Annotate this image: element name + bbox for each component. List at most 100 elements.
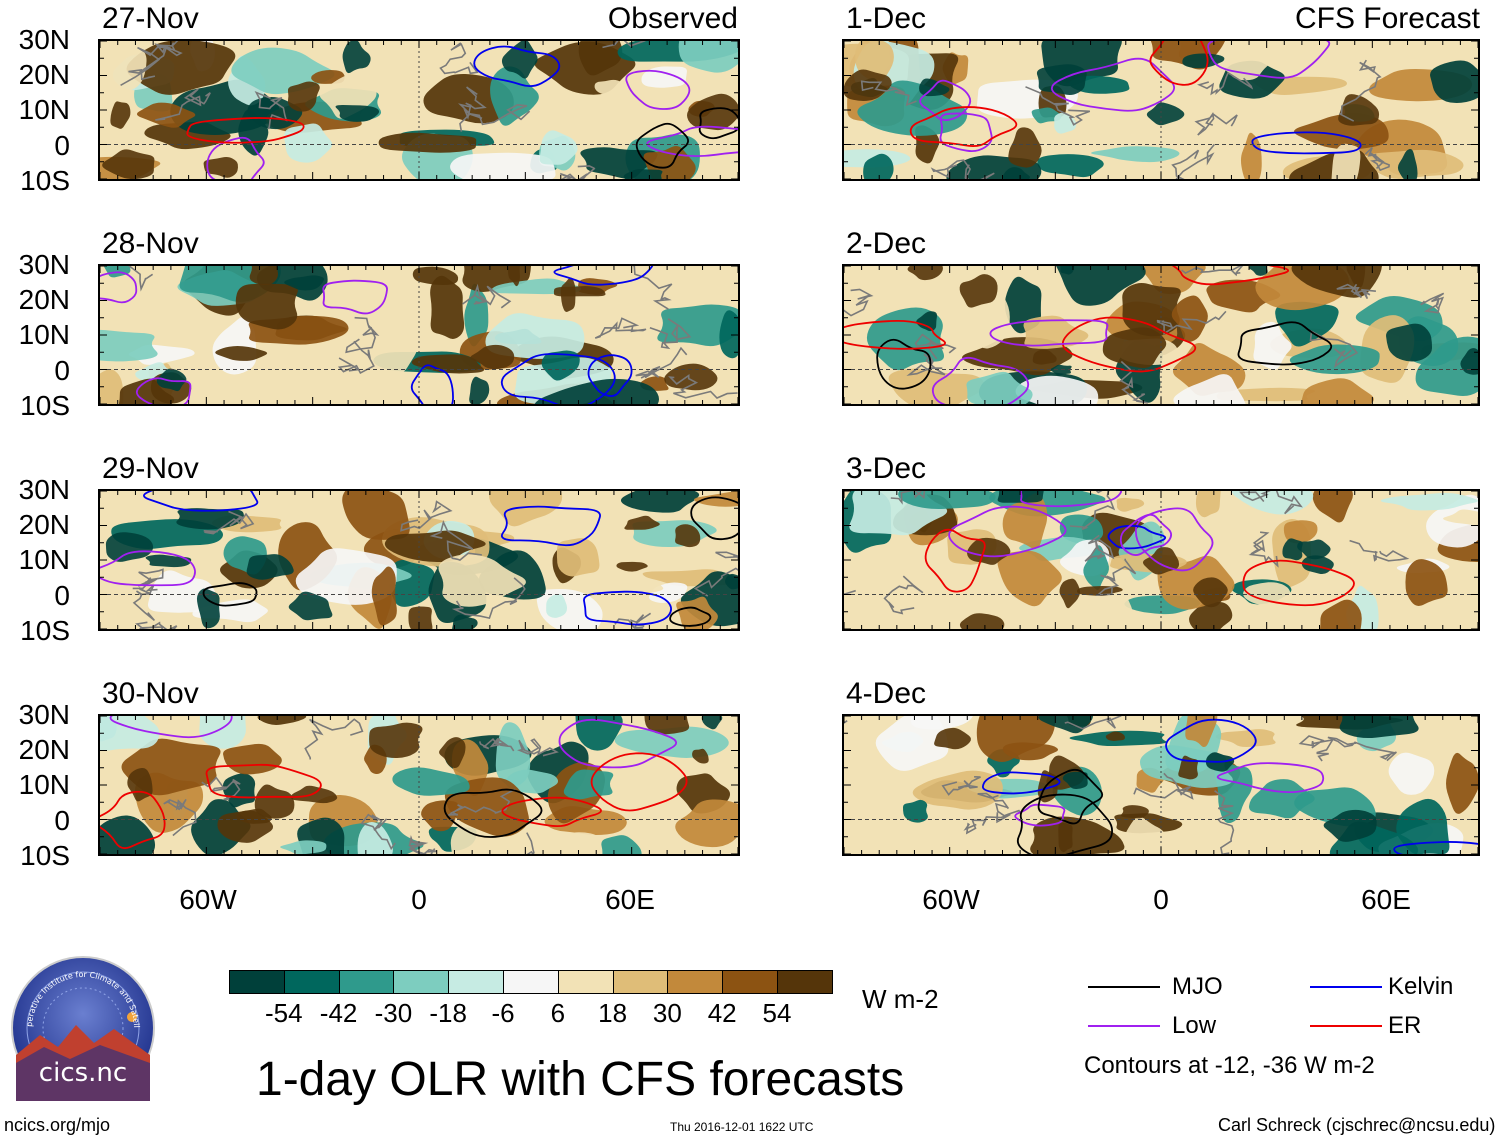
footer-timestamp: Thu 2016-12-01 1622 UTC [670, 1120, 814, 1134]
olr-strong-core [105, 532, 154, 562]
coastline [201, 776, 241, 801]
colorbar-swatch [777, 970, 833, 994]
lat-tick-label: 10S [20, 389, 70, 421]
olr-strong-core [247, 96, 303, 130]
olr-anomaly-patch [357, 822, 393, 854]
coastline [594, 317, 647, 339]
wave-contour [205, 763, 322, 799]
olr-strong-core [1182, 53, 1225, 69]
olr-anomaly-patch [910, 716, 973, 730]
wave-contour [1237, 321, 1333, 366]
wave-contour [583, 590, 672, 626]
lat-tick-label: 30N [18, 249, 70, 280]
olr-strong-core [1038, 716, 1093, 734]
olr-anomaly-patch [311, 69, 345, 84]
lat-tick-label: 20N [18, 284, 70, 316]
date-label: 4-Dec [846, 677, 927, 710]
lat-tick-label: 20N [18, 734, 70, 766]
olr-anomaly-patch [371, 566, 397, 626]
olr-anomaly-patch [1388, 752, 1435, 795]
olr-strong-core [1146, 102, 1185, 126]
lon-tick-label: 60W [922, 884, 980, 915]
colorbar-tick-label: 6 [550, 998, 566, 1028]
olr-strong-core [623, 169, 663, 179]
date-label: 28-Nov [102, 227, 199, 260]
coastline [1084, 534, 1115, 562]
olr-anomaly-patch [1405, 559, 1448, 606]
coastline [977, 792, 1022, 817]
olr-strong-core [959, 613, 1005, 629]
colorbar-tick-label: 54 [762, 998, 792, 1028]
lat-tick-label: 10N [18, 319, 70, 351]
wave-contour [100, 790, 166, 850]
colorbar-tick-label: 18 [598, 998, 628, 1028]
lat-tick-label: 10N [18, 94, 70, 126]
colorbar-tick-label: -54 [265, 998, 303, 1028]
olr-anomaly-patch [546, 594, 568, 618]
date-label: 29-Nov [102, 452, 199, 485]
coastline [1420, 292, 1445, 314]
wave-contour [1050, 57, 1175, 112]
olr-anomaly-patch [1446, 752, 1478, 814]
olr-anomaly-patch [1213, 47, 1275, 81]
olr-strong-core [470, 344, 515, 370]
olr-anomaly-patch [1253, 321, 1292, 370]
coastline [1064, 716, 1122, 730]
coastline [844, 288, 874, 317]
coastline [1339, 59, 1382, 122]
olr-strong-core [1248, 266, 1268, 276]
olr-anomaly-patch [1275, 301, 1339, 347]
olr-strong-core [507, 266, 520, 287]
wave-contour [1014, 803, 1066, 827]
wave-contour [1251, 131, 1362, 155]
colorbar-swatch [338, 970, 395, 994]
olr-strong-core [287, 81, 320, 112]
olr-strong-core [369, 722, 423, 759]
olr-anomaly-patch [997, 550, 1062, 607]
map-panel-observed-4 [98, 714, 740, 856]
olr-anomaly-patch [485, 313, 585, 359]
colorbar-tick-label: -30 [374, 998, 413, 1028]
wave-contour [1393, 841, 1478, 854]
wave-contour [939, 112, 993, 153]
olr-strong-core [687, 93, 738, 131]
olr-anomaly-patch [223, 743, 282, 775]
olr-anomaly-patch [693, 491, 738, 507]
olr-anomaly-patch [560, 832, 603, 851]
wave-contour [989, 319, 1109, 347]
coastline [132, 568, 164, 590]
olr-anomaly-patch [1031, 107, 1062, 124]
wave-contour [690, 496, 738, 541]
date-label: 27-Nov [102, 2, 199, 35]
coastline [1156, 310, 1227, 335]
wave-contour [625, 69, 691, 110]
olr-strong-core [1346, 266, 1366, 288]
olr-anomaly-patch [490, 66, 539, 126]
coastline [135, 621, 178, 629]
olr-anomaly-patch [556, 538, 600, 577]
olr-anomaly-patch [1415, 336, 1478, 396]
coastline [883, 575, 924, 615]
olr-anomaly-patch [421, 800, 459, 832]
lon-tick-label: 60W [179, 884, 237, 915]
map-panel-observed-3 [98, 489, 740, 631]
olr-field [100, 41, 738, 179]
olr-anomaly-patch [100, 329, 158, 362]
olr-anomaly-patch [863, 153, 894, 179]
olr-anomaly-patch [1312, 491, 1353, 523]
wave-contour [501, 796, 602, 828]
olr-strong-core [1050, 364, 1072, 376]
olr-strong-core [1008, 127, 1042, 168]
date-label: 3-Dec [846, 452, 927, 485]
olr-strong-core [959, 274, 998, 308]
olr-anomaly-patch [1430, 60, 1478, 103]
figure-title: 1-day OLR with CFS forecasts [256, 1053, 905, 1106]
wave-contour [109, 716, 233, 739]
legend-label-mjo: MJO [1172, 973, 1223, 1000]
olr-strong-core [725, 573, 738, 590]
olr-anomaly-patch [594, 79, 623, 96]
olr-anomaly-patch [678, 41, 738, 73]
wave-contour [1119, 513, 1173, 556]
map-panel-observed-1 [98, 39, 740, 181]
olr-anomaly-patch [1323, 809, 1377, 842]
